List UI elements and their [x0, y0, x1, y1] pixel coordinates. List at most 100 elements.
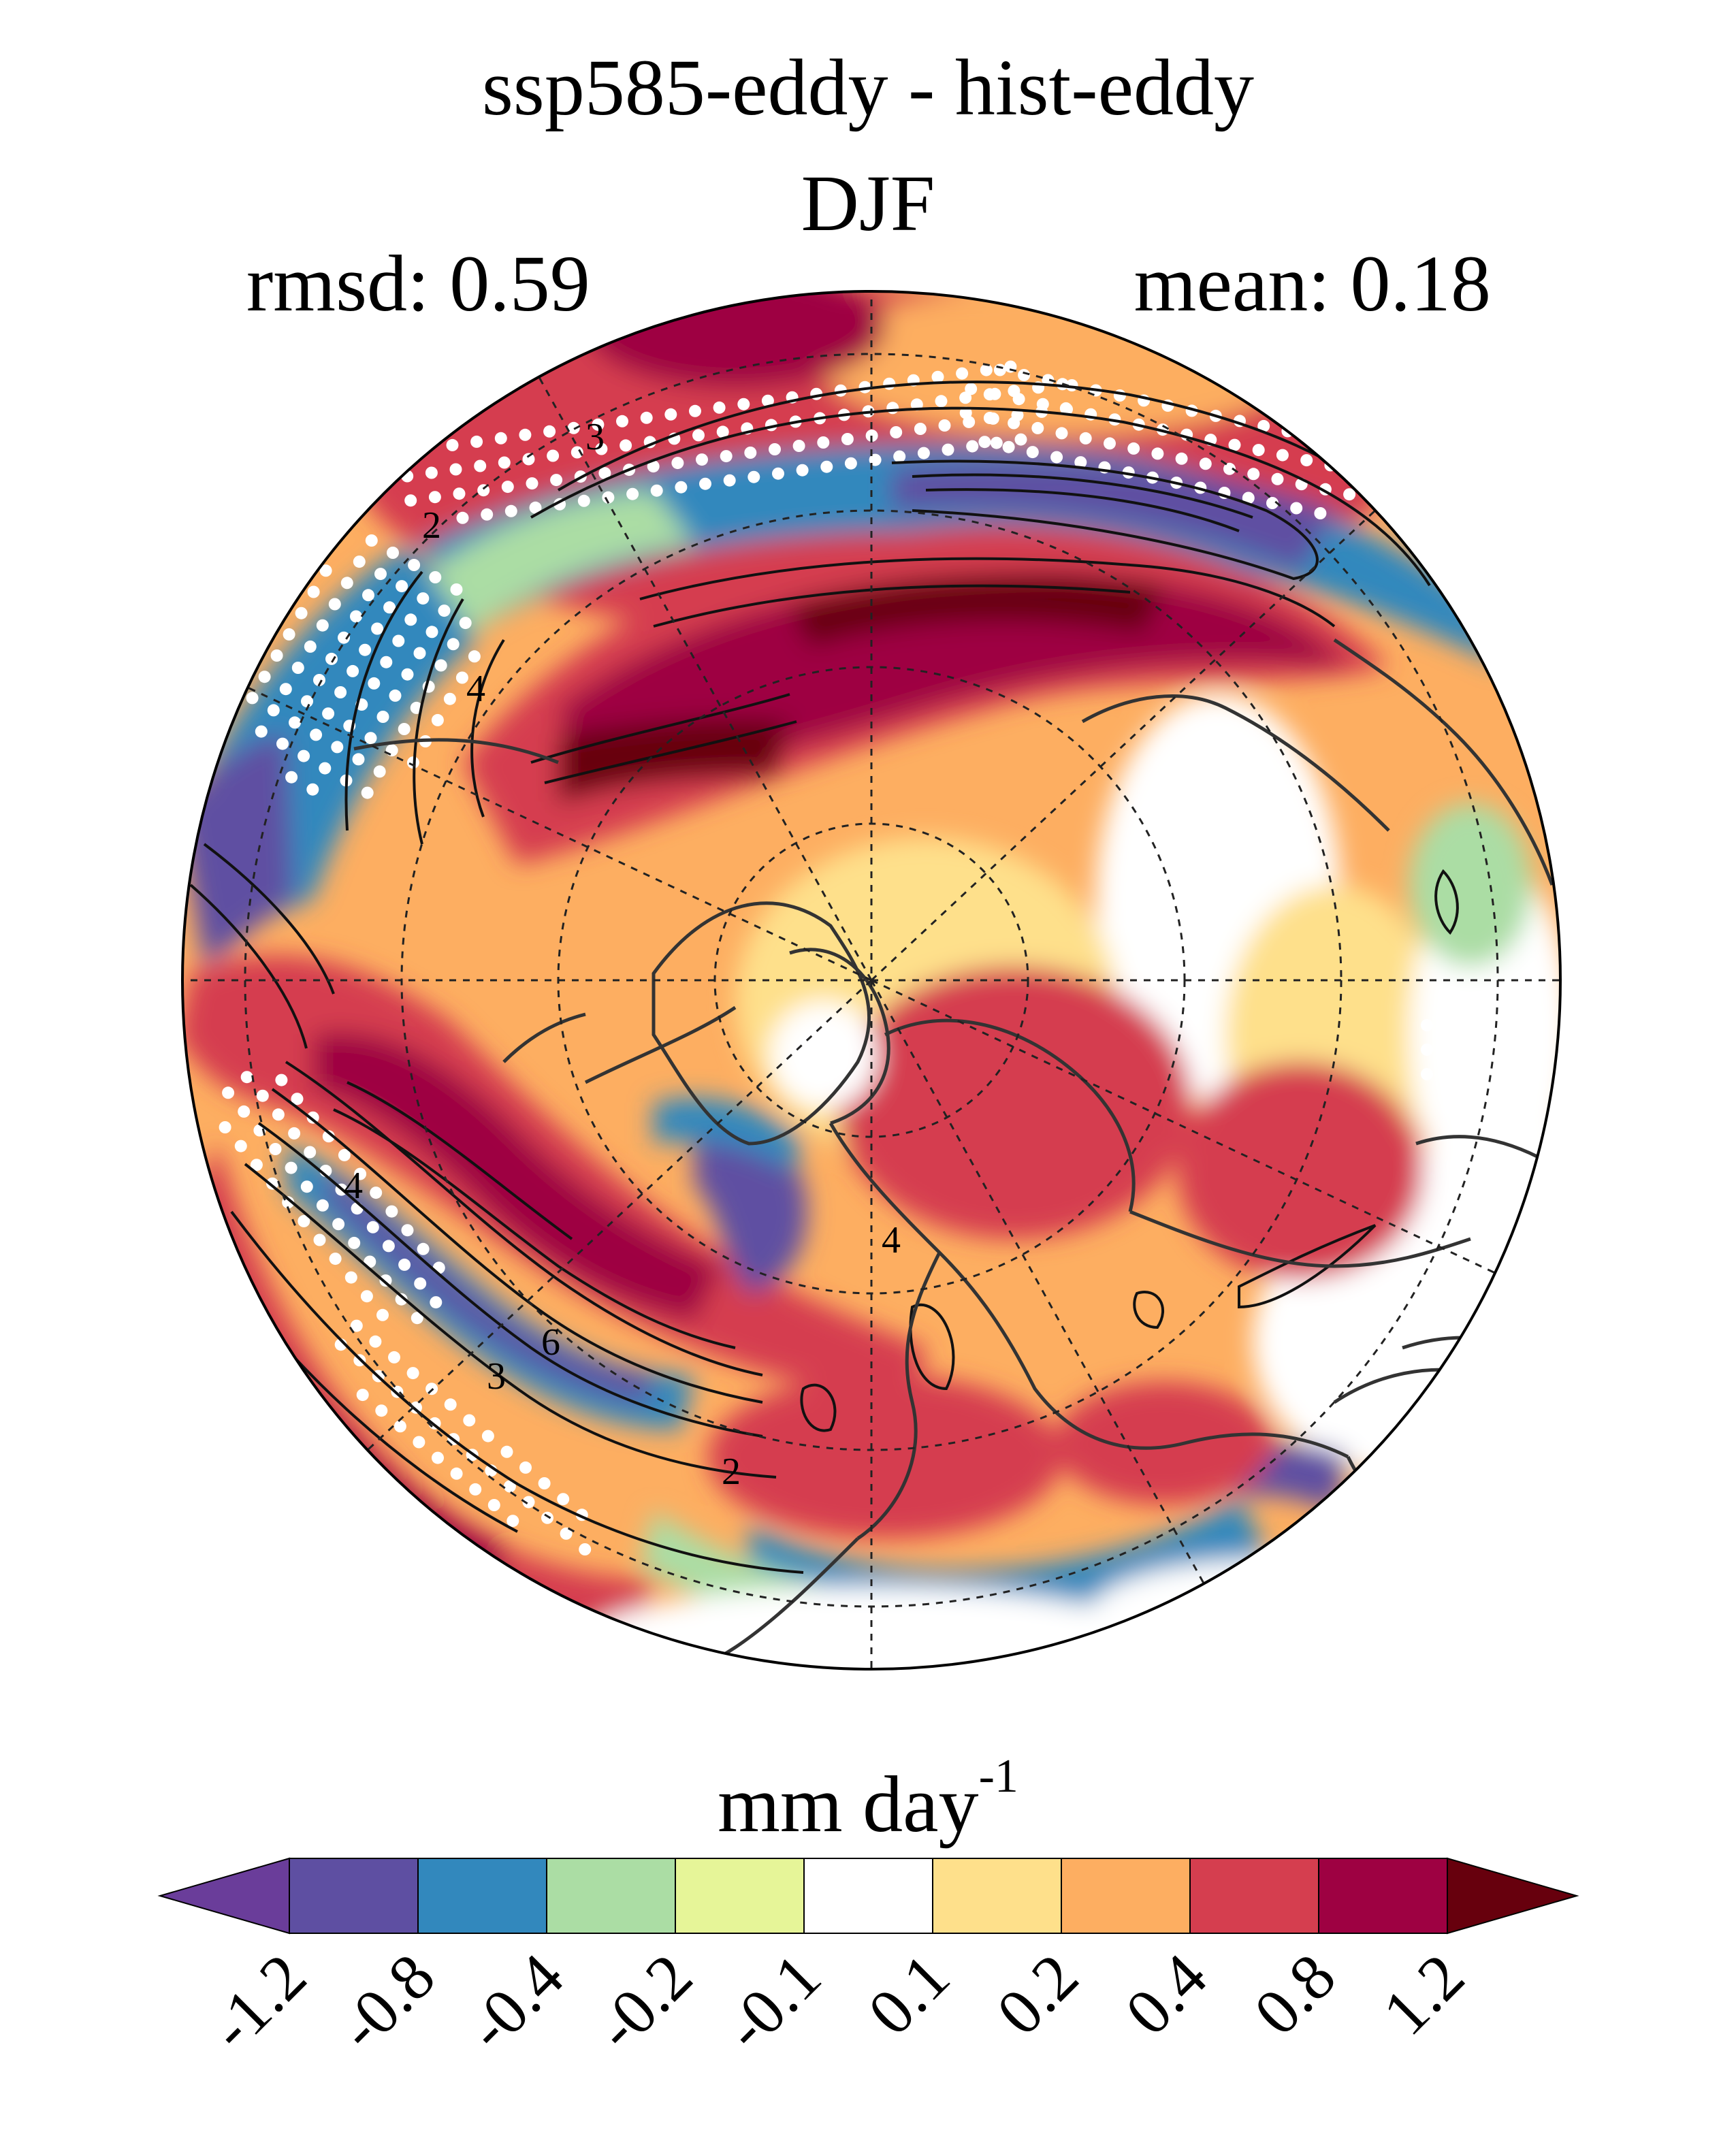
contour-label: 4	[466, 668, 485, 710]
stipple-dot	[547, 449, 560, 462]
stipple-dot	[737, 398, 750, 410]
stipple-dot	[382, 1240, 395, 1253]
stipple-dot	[592, 418, 605, 431]
stipple-dot	[650, 484, 663, 497]
stipple-dot	[366, 1221, 379, 1233]
stipple-dot	[692, 429, 705, 442]
stipple-dot	[450, 583, 463, 596]
stipple-dot	[748, 470, 760, 483]
stipple-dot	[352, 753, 365, 766]
stipple-dot	[993, 364, 1006, 376]
stipple-dot	[844, 457, 857, 470]
stipple-dot	[256, 1089, 269, 1102]
stipple-dot	[1031, 421, 1044, 434]
stipple-dot	[298, 749, 310, 762]
stipple-dot	[313, 1233, 326, 1246]
stipple-dot	[1479, 1182, 1492, 1195]
stipple-dot	[279, 683, 292, 696]
contour-label: 2	[722, 1451, 741, 1493]
stipple-dot	[267, 704, 280, 717]
stipple-dot	[319, 564, 332, 577]
stipple-dot	[370, 1187, 383, 1199]
stipple-dot	[1343, 488, 1356, 501]
stipple-dot	[395, 1293, 408, 1306]
contour-label: 3	[585, 416, 605, 458]
stipple-dot	[417, 1242, 430, 1255]
stipple-dot	[699, 477, 711, 490]
colorbar-swatch	[1318, 1858, 1448, 1934]
colorbar-tick-label: 0.4	[1111, 1939, 1221, 2049]
stipple-dot	[538, 1477, 551, 1489]
stipple-dot	[301, 695, 313, 708]
stipple-dot	[444, 1398, 457, 1411]
colorbar-tick-label: -0.8	[324, 1939, 449, 2064]
stipple-dot	[942, 443, 954, 456]
stipple-dot	[640, 411, 653, 424]
stipple-dot	[362, 589, 374, 602]
stipple-dot	[266, 1177, 279, 1190]
stipple-dot	[1175, 452, 1188, 465]
stipple-dot	[316, 1199, 329, 1212]
stipple-dot	[456, 511, 469, 524]
stipple-dot	[620, 439, 632, 452]
stipple-dot	[616, 415, 628, 427]
stipple-dot	[890, 426, 903, 438]
stipple-dot	[398, 1258, 411, 1271]
stipple-dot	[258, 671, 271, 683]
stipple-dot	[503, 1480, 516, 1493]
stipple-dot	[1055, 427, 1068, 440]
stipple-dot	[1257, 419, 1270, 432]
stipple-dot	[481, 1430, 494, 1442]
stipple-dot	[289, 716, 301, 729]
stipple-dot	[255, 725, 268, 738]
stipple-dot	[1074, 456, 1087, 469]
stipple-dot	[598, 467, 611, 480]
stipple-dot	[348, 1236, 361, 1249]
polar-map: 3 2 4 4 6 3 2 4	[181, 290, 1562, 1671]
stipple-dot	[1504, 1280, 1516, 1293]
stipple-dot	[398, 723, 411, 735]
stipple-dot	[322, 1130, 335, 1143]
stipple-dot	[1300, 454, 1313, 467]
stipple-dot	[1455, 1207, 1467, 1219]
stipple-dot	[340, 577, 353, 590]
stipple-dot	[567, 421, 580, 434]
stipple-dot	[410, 1401, 422, 1414]
stipple-dot	[983, 412, 996, 424]
stipple-dot	[374, 568, 387, 581]
stipple-dot	[1479, 1207, 1492, 1219]
stipple-dot	[1228, 438, 1241, 451]
stipple-dot	[1445, 1044, 1458, 1056]
stipple-dot	[344, 1271, 357, 1284]
stipple-dot	[761, 394, 774, 407]
stipple-dot	[304, 1146, 317, 1159]
stipple-dot	[1504, 1354, 1516, 1366]
stipple-dot	[675, 481, 688, 494]
stipple-dot	[283, 628, 295, 641]
stipple-dot	[306, 1111, 319, 1124]
stipple-dot	[1455, 1280, 1467, 1293]
stipple-dot	[1199, 457, 1212, 470]
stipple-dot	[1050, 451, 1063, 464]
stipple-dot	[1445, 1019, 1458, 1031]
stipple-dot	[560, 1527, 573, 1540]
stipple-dot	[1314, 507, 1327, 519]
stipple-dot	[914, 423, 927, 435]
stipple-dot	[360, 1290, 373, 1303]
stipple-dot	[550, 474, 563, 487]
stipple-dot	[965, 383, 978, 396]
stipple-dot	[298, 1214, 310, 1227]
stipple-dot	[1479, 1329, 1492, 1342]
stipple-dot	[841, 433, 854, 445]
stipple-dot	[990, 436, 1003, 449]
stipple-dot	[1348, 464, 1361, 477]
stipple-dot	[713, 401, 726, 414]
stipple-dot	[234, 1140, 247, 1152]
stipple-dot	[447, 638, 460, 651]
unit-main: mm day	[718, 1760, 979, 1849]
stipple-dot	[526, 477, 539, 490]
stipple-dot	[671, 457, 684, 470]
colorbar-swatch	[1061, 1858, 1191, 1934]
stipple-dot	[647, 460, 660, 473]
colorbar-tick-label: -1.2	[195, 1939, 320, 2064]
